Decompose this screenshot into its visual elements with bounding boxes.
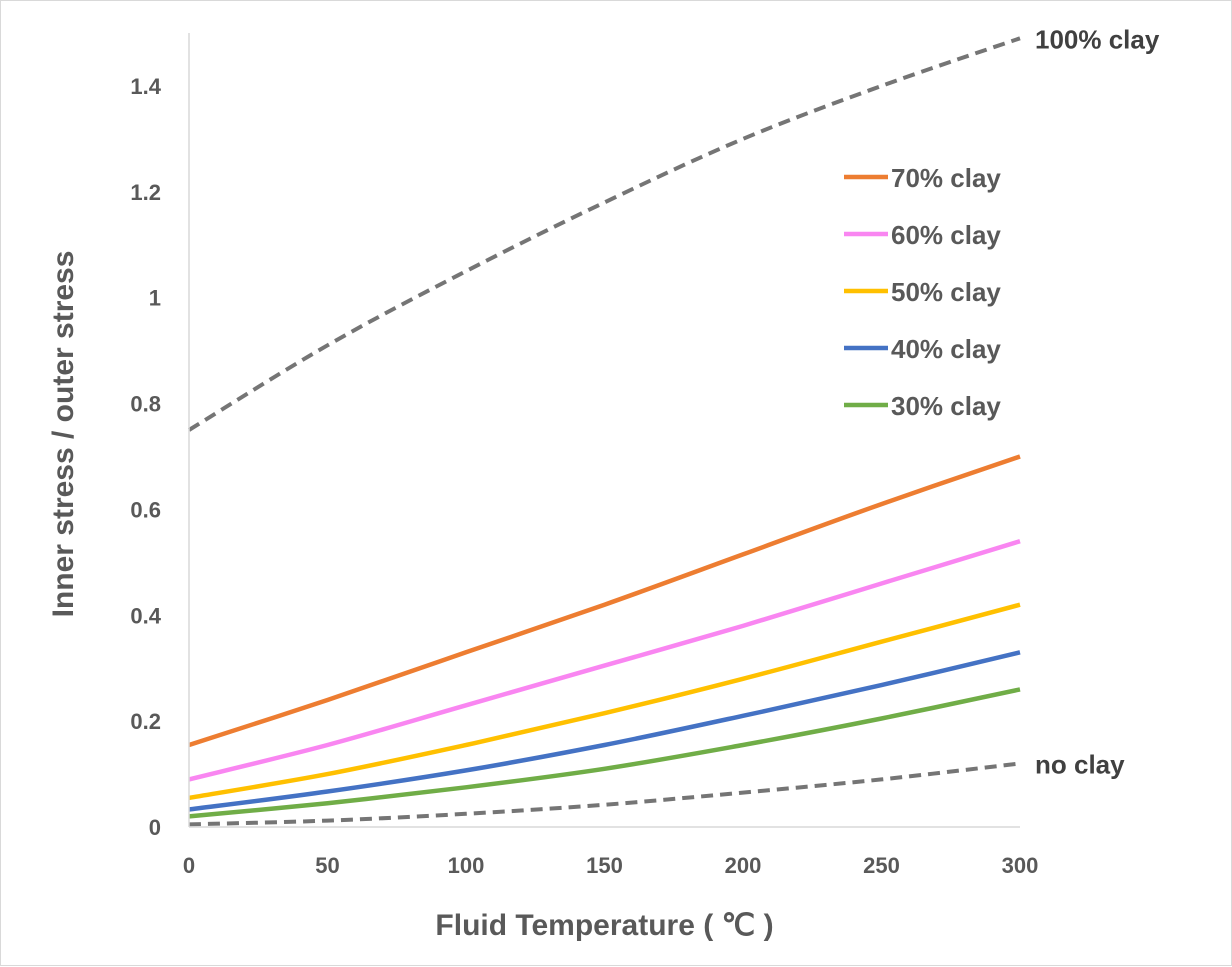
- legend-label: 30% clay: [891, 391, 1001, 421]
- series-line-70-clay: [188, 454, 1021, 748]
- legend-label: 60% clay: [891, 220, 1001, 250]
- series-line-100-clay: [187, 36, 1021, 432]
- y-tick-label: 0: [149, 815, 161, 840]
- x-tick-label: 50: [315, 853, 339, 878]
- y-tick-label: 1.4: [130, 74, 161, 99]
- series-line-40-clay: [188, 650, 1021, 812]
- y-tick-label: 0.8: [130, 392, 161, 417]
- legend: 70% clay 60% clay 50% clay 40% clay 30% clay: [844, 163, 1001, 421]
- legend-label: 70% clay: [891, 163, 1001, 193]
- series-line-50-clay: [188, 602, 1021, 801]
- y-tick-label: 0.4: [130, 603, 161, 628]
- x-tick-label: 250: [863, 853, 900, 878]
- x-tick-label: 0: [183, 853, 195, 878]
- y-axis-title: Inner stress / outer stress: [47, 251, 80, 618]
- y-tick-label: 1: [149, 286, 161, 311]
- y-tick-label: 0.6: [130, 497, 161, 522]
- x-axis-title: Fluid Temperature ( ℃ ): [435, 909, 773, 942]
- x-tick-label: 200: [725, 853, 762, 878]
- series-line-no-clay: [188, 761, 1021, 827]
- y-tick-label: 1.2: [130, 180, 161, 205]
- y-tick-label: 0.2: [130, 709, 161, 734]
- x-tick-label: 300: [1002, 853, 1039, 878]
- series-line-60-clay: [188, 539, 1021, 782]
- legend-label: 50% clay: [891, 277, 1001, 307]
- legend-label: 40% clay: [891, 334, 1001, 364]
- axes-layer: 0 50 100 150 200 250 300 0 0.2 0.4 0.6 0.8 1 1.2 1.4: [130, 33, 1038, 878]
- x-tick-label: 100: [448, 853, 485, 878]
- series-line-30-clay: [188, 687, 1021, 819]
- series-layer: 100% clay no clay: [187, 24, 1160, 827]
- series-end-label: 100% clay: [1035, 24, 1160, 54]
- series-end-label: no clay: [1035, 749, 1125, 779]
- x-tick-label: 150: [586, 853, 623, 878]
